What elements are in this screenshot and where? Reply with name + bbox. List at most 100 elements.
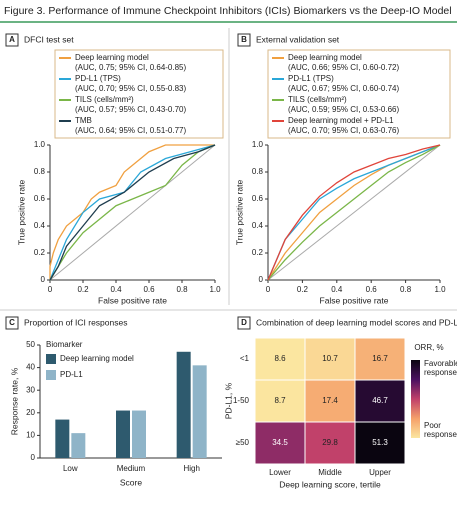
bar bbox=[176, 351, 191, 458]
panel-letter-box bbox=[5, 316, 19, 330]
legend-label: PD-L1 (TPS) bbox=[288, 74, 334, 83]
legend-auc: (AUC, 0.66; 95% CI, 0.60-0.72) bbox=[288, 63, 400, 72]
column-label: Upper bbox=[369, 468, 391, 477]
legend-label: Deep learning model + PD-L1 bbox=[288, 116, 394, 125]
roc-curve bbox=[49, 144, 216, 281]
cell-label: 8.7 bbox=[274, 396, 286, 405]
x-tick-label: 0.6 bbox=[366, 285, 378, 294]
bar bbox=[132, 410, 146, 458]
legend-title: Biomarker bbox=[46, 340, 83, 349]
panel-letter-box bbox=[5, 33, 19, 47]
x-axis-label: False positive rate bbox=[98, 295, 167, 305]
y-axis-label: Response rate, % bbox=[9, 367, 19, 435]
cell-label: 46.7 bbox=[372, 396, 388, 405]
legend-box bbox=[267, 49, 451, 139]
panel-letter: D bbox=[241, 318, 247, 327]
legend-auc: (AUC, 0.67; 95% CI, 0.60-0.74) bbox=[288, 84, 400, 93]
x-tick-label: High bbox=[183, 464, 199, 473]
column-label: Middle bbox=[318, 468, 342, 477]
cell-label: 34.5 bbox=[272, 438, 288, 447]
y-tick-label: 0.4 bbox=[34, 221, 46, 230]
x-tick-label: Medium bbox=[117, 464, 146, 473]
heatmap-cell bbox=[354, 337, 406, 381]
column-label: Lower bbox=[269, 468, 291, 477]
panel-letter: C bbox=[9, 318, 15, 327]
panel-letter: B bbox=[241, 35, 247, 44]
y-tick-label: 1.0 bbox=[34, 140, 46, 149]
row-label: <1 bbox=[240, 354, 250, 363]
y-tick-label: 30 bbox=[26, 385, 35, 394]
legend-label: TILS (cells/mm²) bbox=[288, 95, 347, 104]
colorbar-low: Poor response bbox=[424, 421, 457, 439]
legend-label: Deep learning model bbox=[288, 53, 362, 62]
legend-swatch bbox=[46, 370, 56, 380]
heatmap-cell bbox=[254, 421, 306, 465]
legend-label: PD-L1 bbox=[60, 370, 83, 379]
legend-label: Deep learning model bbox=[75, 53, 149, 62]
roc-curve bbox=[267, 144, 441, 281]
legend-box bbox=[54, 49, 224, 139]
heatmap-cell bbox=[254, 337, 306, 381]
x-tick-label: 0.6 bbox=[143, 285, 155, 294]
x-tick-label: 0.2 bbox=[77, 285, 89, 294]
bar bbox=[55, 419, 70, 458]
cell-label: 17.4 bbox=[322, 396, 338, 405]
roc-curve bbox=[267, 144, 441, 281]
figure-title: Figure 3. Performance of Immune Checkpoi… bbox=[4, 5, 452, 17]
bar bbox=[192, 365, 207, 458]
bar bbox=[71, 433, 86, 458]
legend-label: Deep learning model bbox=[60, 354, 134, 363]
x-tick-label: Low bbox=[63, 464, 78, 473]
cell-label: 29.8 bbox=[322, 438, 338, 447]
y-tick-label: 20 bbox=[26, 408, 35, 417]
panel-title: Proportion of ICI responses bbox=[24, 317, 127, 327]
y-tick-label: 0.8 bbox=[252, 167, 264, 176]
x-axis-label: False positive rate bbox=[320, 295, 389, 305]
legend-label: TMB bbox=[75, 116, 92, 125]
y-tick-label: 0.6 bbox=[252, 194, 264, 203]
y-tick-label: 0.6 bbox=[34, 194, 46, 203]
y-tick-label: 1.0 bbox=[252, 140, 264, 149]
y-tick-label: 0 bbox=[41, 275, 46, 284]
legend-label: PD-L1 (TPS) bbox=[75, 74, 121, 83]
panel-title: DFCI test set bbox=[24, 34, 74, 44]
colorbar-high: Favorable response bbox=[424, 359, 457, 377]
y-tick-label: 0.4 bbox=[252, 221, 264, 230]
y-tick-label: 0.2 bbox=[252, 248, 264, 257]
row-label: 1-50 bbox=[233, 396, 250, 405]
reference-line bbox=[267, 144, 441, 281]
y-tick-label: 0.2 bbox=[34, 248, 46, 257]
reference-line bbox=[49, 144, 216, 281]
x-tick-label: 0.8 bbox=[400, 285, 412, 294]
legend-auc: (AUC, 0.70; 95% CI, 0.55-0.83) bbox=[75, 84, 187, 93]
heatmap-cell bbox=[304, 379, 356, 423]
panel-letter-box bbox=[237, 316, 251, 330]
x-tick-label: 0 bbox=[48, 285, 53, 294]
heatmap-cell bbox=[254, 379, 306, 423]
panel-title: Combination of deep learning model score… bbox=[256, 317, 457, 327]
legend-label: TILS (cells/mm²) bbox=[75, 95, 134, 104]
cell-label: 51.3 bbox=[372, 438, 388, 447]
y-tick-label: 50 bbox=[26, 340, 35, 349]
y-axis-label: True positive rate bbox=[16, 180, 26, 246]
heatmap-cell bbox=[304, 337, 356, 381]
legend-auc: (AUC, 0.75; 95% CI, 0.64-0.85) bbox=[75, 63, 187, 72]
heatmap-cell bbox=[354, 379, 406, 423]
x-tick-label: 0.8 bbox=[176, 285, 188, 294]
panel-letter-box bbox=[237, 33, 251, 47]
x-axis-label: Deep learning score, tertile bbox=[279, 479, 381, 489]
roc-curve bbox=[49, 144, 215, 280]
panel-title: External validation set bbox=[256, 34, 340, 44]
bar bbox=[116, 410, 130, 458]
x-tick-label: 0.4 bbox=[110, 285, 122, 294]
y-tick-label: 10 bbox=[26, 431, 35, 440]
roc-curve bbox=[49, 144, 216, 281]
y-tick-label: 0.8 bbox=[34, 167, 46, 176]
y-axis-label: PD-L1, % bbox=[223, 382, 233, 419]
colorbar bbox=[411, 360, 420, 438]
y-tick-label: 0 bbox=[31, 453, 36, 462]
legend-auc: (AUC, 0.57; 95% CI, 0.43-0.70) bbox=[75, 105, 187, 114]
legend-swatch bbox=[46, 354, 56, 364]
roc-curve bbox=[49, 144, 216, 281]
